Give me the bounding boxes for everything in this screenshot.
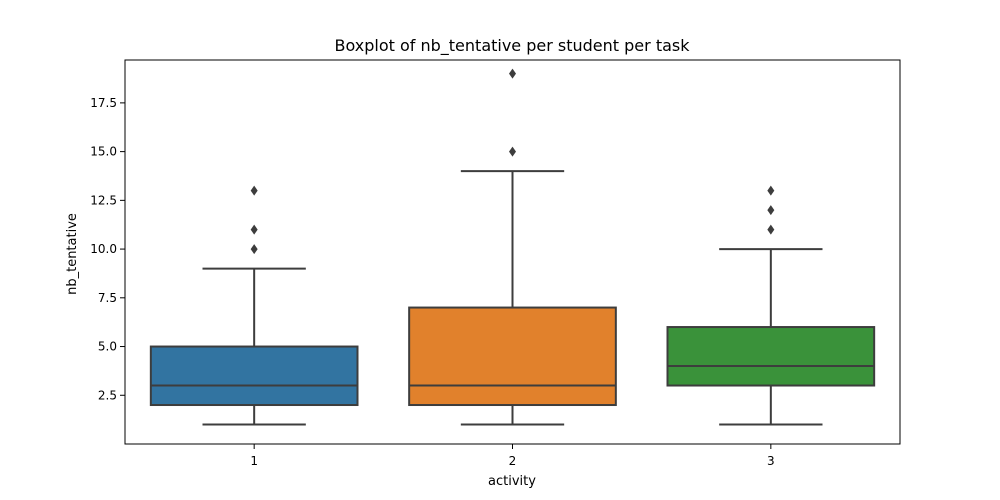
- x-tick-label: 3: [767, 454, 775, 468]
- chart-title: Boxplot of nb_tentative per student per …: [334, 36, 690, 56]
- y-axis: 2.5 5.0 7.5 10.0 12.5 15.0 17.5: [90, 96, 125, 402]
- outlier-point: [509, 68, 516, 79]
- outlier-point: [509, 146, 516, 157]
- outlier-point: [250, 185, 258, 196]
- box-2: [408, 68, 617, 426]
- box-iqr: [666, 326, 876, 387]
- outlier-point: [250, 224, 258, 235]
- y-tick-label: 7.5: [98, 291, 117, 305]
- box-iqr: [149, 345, 359, 407]
- y-tick-label: 12.5: [90, 193, 117, 207]
- y-axis-label: nb_tentative: [65, 213, 80, 295]
- y-tick-label: 2.5: [98, 388, 117, 402]
- boxes-group: [149, 68, 876, 426]
- outlier-point: [767, 185, 775, 196]
- x-tick-label: 1: [250, 454, 258, 468]
- x-axis-label: activity: [488, 474, 536, 489]
- y-tick-label: 15.0: [90, 145, 117, 159]
- outlier-point: [250, 244, 258, 255]
- outlier-point: [767, 224, 775, 235]
- box-3: [666, 185, 876, 426]
- outlier-point: [767, 205, 775, 216]
- box-1: [149, 185, 359, 426]
- x-tick-label: 2: [509, 454, 517, 468]
- box-iqr: [408, 306, 617, 407]
- y-tick-label: 10.0: [90, 242, 117, 256]
- x-axis: 1 2 3: [250, 444, 775, 468]
- y-tick-label: 17.5: [90, 96, 117, 110]
- y-tick-label: 5.0: [98, 340, 117, 354]
